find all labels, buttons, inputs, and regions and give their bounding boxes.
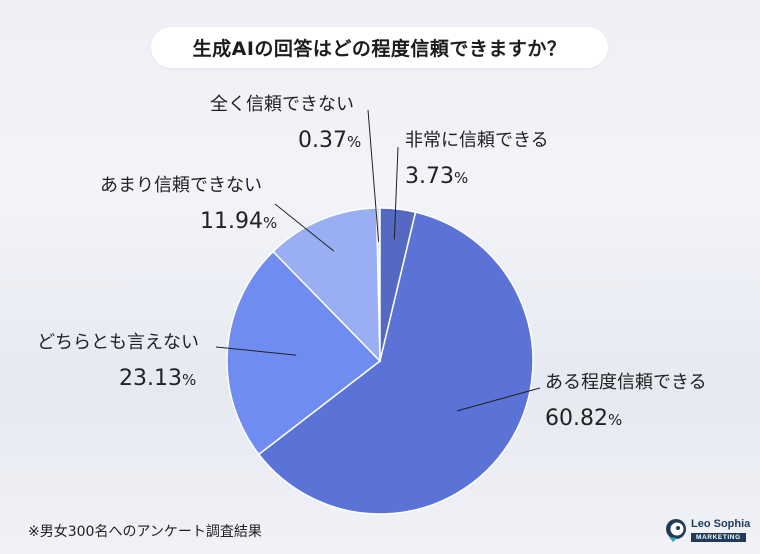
lion-head-icon xyxy=(666,519,686,542)
slice-label-highly-trust: 非常に信頼できる xyxy=(405,130,549,151)
leader-line-neutral xyxy=(215,346,297,356)
slice-value-never-trust: 0.37% xyxy=(298,128,362,153)
slice-value-not-much-trust: 11.94% xyxy=(200,209,278,234)
leader-line-not-much-trust xyxy=(274,203,335,252)
label-not-much-trust: あまり信頼できない 11.94% xyxy=(100,171,277,234)
chart-title: 生成AIの回答はどの程度信頼できますか？ xyxy=(192,38,567,60)
slice-label-neutral: どちらとも言えない xyxy=(37,332,199,353)
leader-line-highly-trust xyxy=(393,146,399,240)
leader-line-never-trust xyxy=(367,109,380,242)
label-never-trust: 全く信頼できない 0.37% xyxy=(210,90,361,153)
slice-label-somewhat-trust: ある程度信頼できる xyxy=(545,372,707,393)
slice-label-never-trust: 全く信頼できない xyxy=(210,94,354,115)
label-neutral: どちらとも言えない 23.13% xyxy=(37,328,199,391)
chart-title-pill: 生成AIの回答はどの程度信頼できますか？ xyxy=(151,27,608,68)
slice-value-somewhat-trust: 60.82% xyxy=(545,406,623,431)
label-highly-trust: 非常に信頼できる 3.73% xyxy=(405,126,549,189)
survey-footnote: ※男女300名へのアンケート調査結果 xyxy=(28,524,262,540)
pie-slice-not-much-trust xyxy=(272,207,381,363)
label-somewhat-trust: ある程度信頼できる 60.82% xyxy=(545,368,707,431)
slice-label-not-much-trust: あまり信頼できない xyxy=(100,175,262,196)
pie-slice-somewhat-trust xyxy=(257,211,534,515)
logo-brand-name: Leo Sophia xyxy=(691,518,751,530)
slice-value-highly-trust: 3.73% xyxy=(405,164,469,189)
pie-slice-neutral xyxy=(226,250,382,456)
slice-value-neutral: 23.13% xyxy=(119,366,197,391)
leader-line-somewhat-trust xyxy=(456,387,541,412)
brand-logo: Leo Sophia MARKETING xyxy=(665,515,755,547)
logo-tagline: MARKETING xyxy=(691,533,746,542)
